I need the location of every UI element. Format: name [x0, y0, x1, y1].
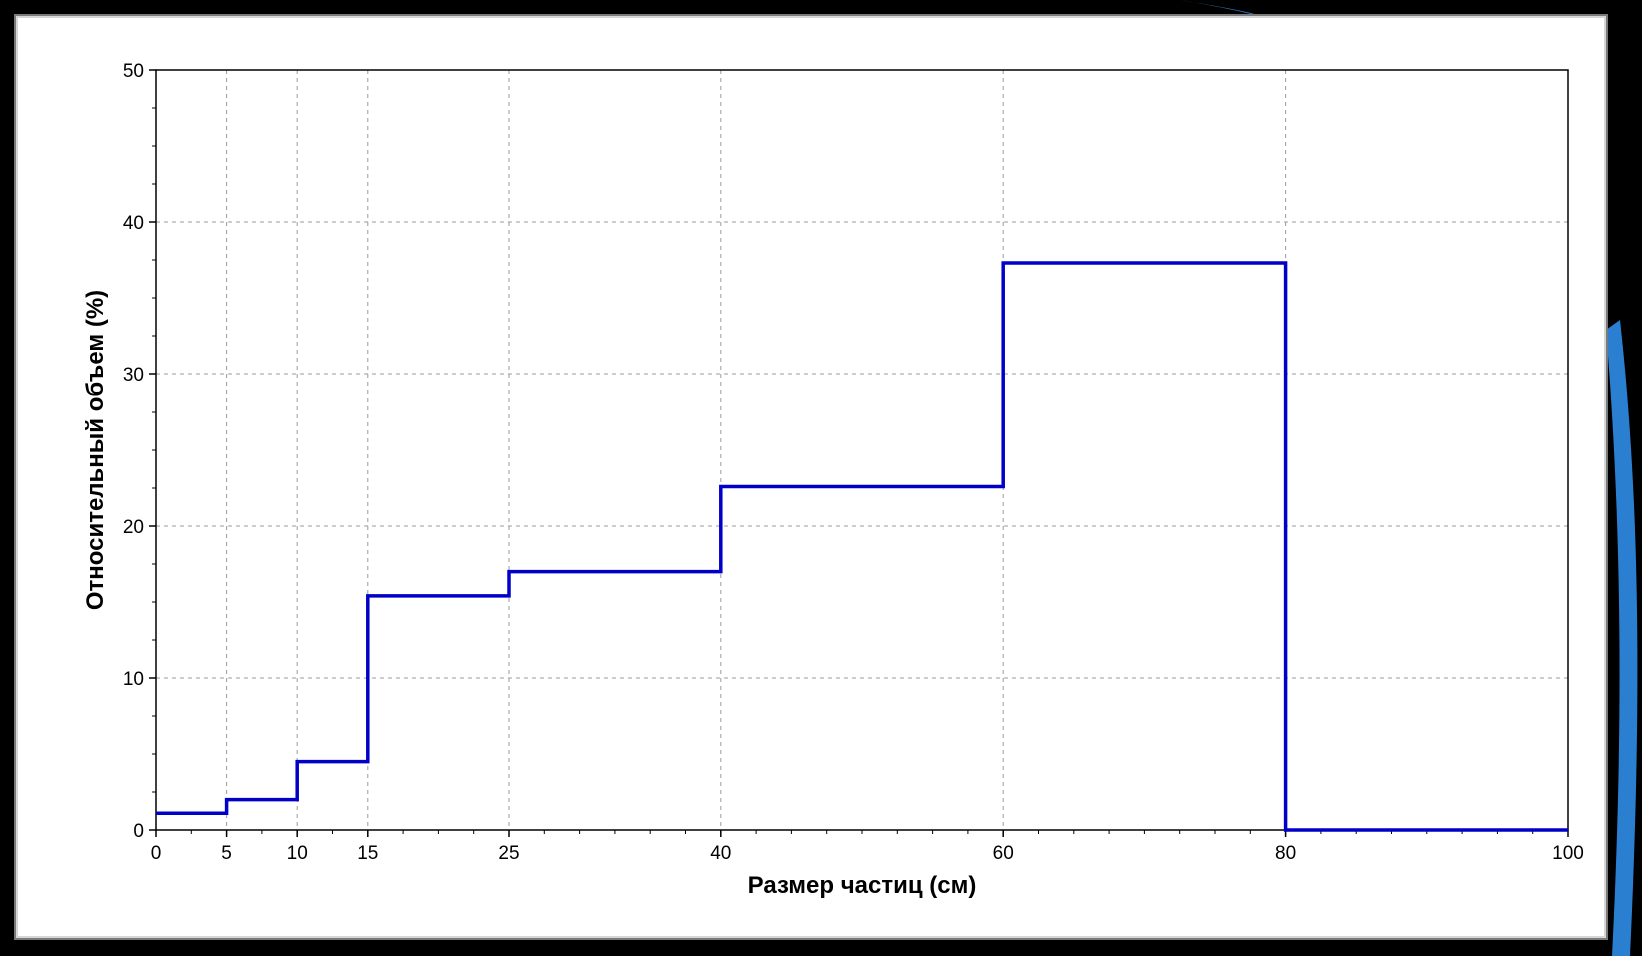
- x-axis-title: Размер частиц (см): [748, 872, 977, 899]
- y-axis-title: Относительный объем (%): [82, 290, 109, 610]
- y-tick-label: 20: [123, 517, 144, 538]
- y-tick-label: 30: [123, 365, 144, 386]
- tick-labels: 0 5 10 15 25 40 60 80 100 0 10 20 30 40 50: [123, 61, 1584, 864]
- x-tick-label: 25: [498, 843, 519, 864]
- x-tick-label: 10: [287, 843, 308, 864]
- y-tick-label: 0: [133, 821, 144, 842]
- x-tick-label: 15: [357, 843, 378, 864]
- y-tick-label: 50: [123, 61, 144, 82]
- x-tick-label: 40: [710, 843, 731, 864]
- series-line: [156, 261, 1568, 832]
- axes: [149, 69, 1569, 837]
- decorative-swoosh-right: [1606, 320, 1638, 956]
- x-tick-label: 80: [1275, 843, 1296, 864]
- x-tick-label: 0: [151, 843, 162, 864]
- chart-panel: [14, 14, 1608, 940]
- plot-frame: [155, 69, 1569, 831]
- x-tick-label: 100: [1552, 843, 1584, 864]
- x-tick-label: 5: [221, 843, 232, 864]
- y-tick-label: 40: [123, 213, 144, 234]
- x-tick-label: 60: [993, 843, 1014, 864]
- y-tick-label: 10: [123, 669, 144, 690]
- series-layer: [156, 261, 1568, 832]
